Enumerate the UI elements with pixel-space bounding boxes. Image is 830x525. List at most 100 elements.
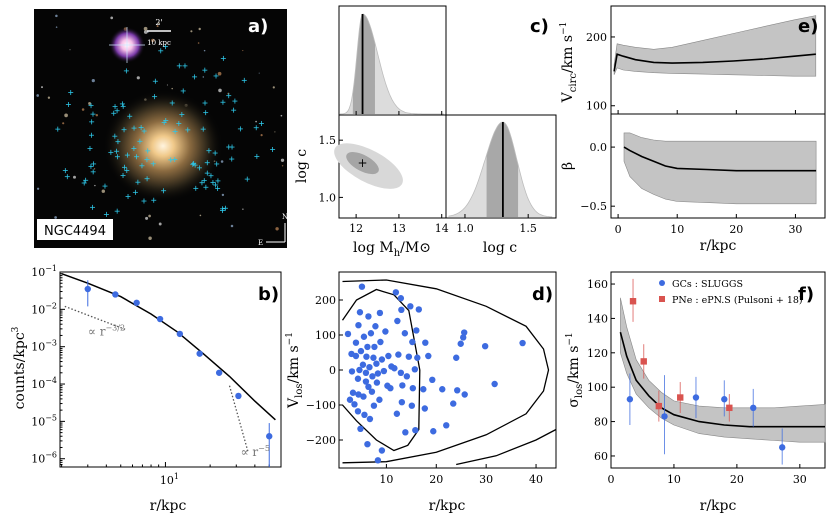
- legend-pne-marker: [659, 296, 665, 302]
- panel-e-ylabel-beta: β: [560, 162, 576, 170]
- f-band: [620, 297, 826, 443]
- b-data-point: [133, 299, 140, 306]
- field-star: [220, 160, 224, 163]
- gc-marker: [176, 63, 182, 69]
- gc-marker: [88, 163, 94, 169]
- d-gc-point: [372, 323, 379, 330]
- d-gc-point: [408, 402, 416, 409]
- field-star: [143, 26, 148, 31]
- gc-marker: [144, 157, 150, 163]
- d-gc-point: [371, 343, 378, 351]
- panel-e-ylabel-vcirc: Vcirc/km s−1: [559, 22, 579, 104]
- gc-marker: [176, 121, 182, 127]
- gc-marker: [204, 160, 210, 166]
- d-gc-point: [403, 373, 411, 380]
- panel-b-density-profile: 10−6 10−5 10−4 10−3 10−2 10−1 101 ∝ r−3/2 ∝ r−5…: [11, 264, 282, 514]
- gc-marker: [65, 102, 71, 108]
- d-contour-line: [341, 288, 421, 452]
- gc-marker: [203, 184, 209, 190]
- legend-gc-label: GCs : SLUGGS: [672, 279, 743, 290]
- panel-b-xlabel: r/kpc: [150, 498, 187, 514]
- d-gc-point: [360, 333, 368, 340]
- d-gc-point: [357, 347, 365, 355]
- d-gc-point: [357, 425, 364, 432]
- gc-marker: [64, 174, 70, 180]
- panel-e-beta-frame: [610, 113, 826, 219]
- field-star: [221, 193, 225, 197]
- field-star: [230, 224, 234, 228]
- b-model-curve: [61, 272, 276, 421]
- e-xtick-label: 0: [615, 223, 622, 236]
- d-gc-point: [355, 391, 362, 398]
- d-gc-point: [398, 306, 405, 313]
- d-gc-point: [399, 382, 406, 389]
- b-data-point: [235, 392, 242, 400]
- d-gc-point: [385, 352, 392, 360]
- gc-marker: [62, 168, 68, 174]
- gc-marker: [120, 173, 126, 179]
- gc-marker: [124, 152, 130, 158]
- gc-marker: [241, 77, 247, 83]
- galaxy-name: NGC4494: [44, 224, 106, 239]
- c-mass-xtick-label: 13: [392, 222, 406, 235]
- d-gc-point: [420, 386, 427, 393]
- gc-marker: [115, 139, 121, 145]
- f-pne-point: [677, 394, 684, 401]
- b-ytick-label: 10−3: [31, 339, 57, 354]
- gc-marker: [172, 128, 178, 134]
- d-gc-point: [409, 385, 417, 392]
- d-gc-point: [354, 408, 362, 415]
- gc-marker: [202, 67, 208, 73]
- d-gc-point: [352, 352, 360, 360]
- gc-marker: [161, 188, 167, 194]
- e-xtick-label: 20: [729, 223, 743, 236]
- field-star: [274, 131, 276, 133]
- d-gc-point: [370, 354, 377, 361]
- d-ytick-label: 200: [315, 294, 336, 307]
- field-star: [81, 108, 85, 111]
- c-ytick-label: 1.5: [319, 134, 337, 147]
- f-gc-point: [721, 396, 728, 403]
- b-slope-annotation: ∝ r−3/2: [88, 323, 125, 338]
- gc-marker: [68, 90, 74, 96]
- d-gc-point: [354, 375, 362, 382]
- scale-label-kpc: 10 kpc: [147, 39, 171, 47]
- b-ytick-label: 10−6: [31, 451, 57, 466]
- d-ytick-label: 0: [329, 364, 336, 377]
- gc-marker: [237, 126, 243, 132]
- d-gc-point: [378, 356, 386, 363]
- d-gc-point: [397, 369, 405, 376]
- gc-marker: [163, 44, 169, 50]
- f-pne-point: [629, 298, 637, 305]
- gc-marker: [112, 104, 118, 110]
- gc-marker: [108, 149, 114, 155]
- d-gc-point: [422, 339, 429, 346]
- gc-marker: [213, 182, 219, 188]
- gc-marker: [223, 205, 229, 211]
- gc-marker: [150, 161, 156, 167]
- c-mass-xtick-label: 14: [435, 222, 449, 235]
- panel-d-phase-space: 10 20 30 40 −200 −100 0 100 200 d) r/kpc Vlos/km…: [285, 271, 557, 514]
- b-ytick-label: 10−5: [31, 413, 57, 428]
- d-gc-point: [365, 383, 372, 390]
- d-gc-point: [409, 338, 416, 346]
- e-band-0: [613, 15, 817, 77]
- gc-marker: [199, 180, 205, 186]
- f-xtick-label: 30: [793, 473, 807, 486]
- f-gc-point: [750, 404, 757, 412]
- panel-b-ylabel: counts/kpc3: [11, 326, 28, 409]
- legend-pne-label: PNe : ePN.S (Pulsoni + 18): [672, 295, 803, 306]
- panel-d-xlabel: r/kpc: [429, 498, 466, 514]
- field-star: [88, 102, 92, 105]
- gc-marker: [180, 88, 186, 94]
- f-gc-point: [626, 396, 634, 403]
- field-star: [94, 184, 96, 187]
- c-conc-hist-curve: [448, 121, 553, 218]
- gc-marker: [213, 73, 219, 79]
- gc-marker: [214, 161, 220, 167]
- gc-marker: [137, 138, 143, 144]
- b-data-point: [196, 350, 203, 357]
- gc-marker: [232, 98, 238, 104]
- gc-marker: [120, 103, 126, 109]
